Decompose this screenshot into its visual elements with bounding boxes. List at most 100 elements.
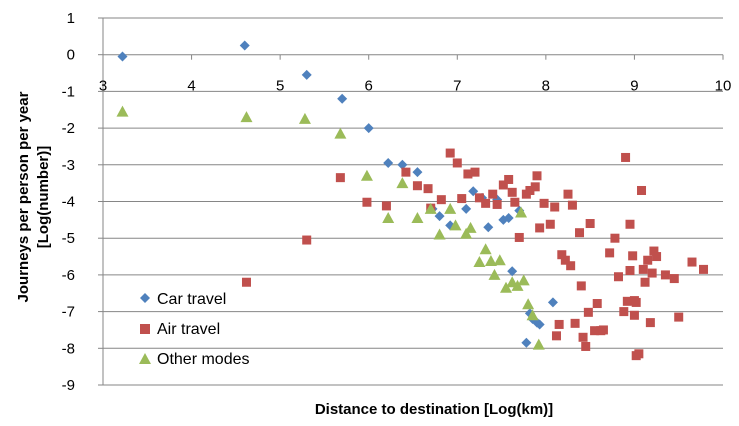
point-air-travel <box>381 201 391 211</box>
point-other-modes <box>116 105 129 117</box>
point-air-travel <box>507 187 517 197</box>
point-air-travel <box>647 268 657 278</box>
point-car-travel <box>547 297 558 308</box>
point-car-travel <box>363 123 374 134</box>
point-other-modes <box>493 254 506 266</box>
point-other-modes <box>515 206 528 218</box>
point-air-travel <box>590 326 600 336</box>
point-air-travel <box>622 296 632 306</box>
point-air-travel <box>631 297 641 307</box>
x-tick-label: 10 <box>715 78 732 95</box>
point-air-travel <box>687 257 697 267</box>
y-tick-label: -1 <box>62 83 75 100</box>
point-air-travel <box>625 265 635 275</box>
point-air-travel <box>498 180 508 190</box>
y-tick-label: -2 <box>62 120 75 137</box>
point-air-travel <box>560 255 570 265</box>
point-other-modes <box>360 169 373 181</box>
point-other-modes <box>334 127 347 139</box>
point-car-travel <box>301 69 312 80</box>
point-air-travel <box>470 167 480 177</box>
point-air-travel <box>401 167 411 177</box>
point-other-modes <box>479 243 492 255</box>
legend-marker-other-modes <box>139 353 151 364</box>
point-car-travel <box>461 203 472 214</box>
point-air-travel <box>638 264 648 274</box>
point-other-modes <box>484 254 497 266</box>
legend-label-other-modes: Other modes <box>157 351 249 368</box>
axes <box>98 17 724 386</box>
point-air-travel <box>625 219 635 229</box>
point-air-travel <box>302 235 312 245</box>
point-other-modes <box>522 298 535 310</box>
point-air-travel <box>649 246 659 256</box>
x-tick-label: 8 <box>542 78 550 95</box>
point-air-travel <box>567 200 577 210</box>
point-other-modes <box>511 279 524 291</box>
point-air-travel <box>598 325 608 335</box>
point-air-travel <box>554 319 564 329</box>
point-air-travel <box>551 331 561 341</box>
y-tick-label: -8 <box>62 340 75 357</box>
point-air-travel <box>652 252 662 262</box>
point-other-modes <box>444 202 457 214</box>
x-tick-label: 5 <box>276 78 284 95</box>
point-other-modes <box>526 309 539 321</box>
point-other-modes <box>464 221 477 233</box>
point-air-travel <box>492 199 502 209</box>
point-air-travel <box>532 171 542 181</box>
point-air-travel <box>452 158 462 168</box>
x-tick-label: 7 <box>453 78 461 95</box>
point-air-travel <box>488 189 498 199</box>
point-air-travel <box>423 184 433 194</box>
point-air-travel <box>481 198 491 208</box>
point-air-travel <box>634 349 644 359</box>
point-car-travel <box>503 213 514 224</box>
gridlines <box>103 17 723 386</box>
y-tick-label: -4 <box>62 194 75 211</box>
point-air-travel <box>637 185 647 195</box>
point-air-travel <box>578 332 588 342</box>
point-air-travel <box>621 152 631 162</box>
point-car-travel <box>383 157 394 168</box>
point-air-travel <box>412 181 422 191</box>
x-tick-label: 4 <box>187 78 195 95</box>
point-air-travel <box>570 318 580 328</box>
point-air-travel <box>241 277 251 287</box>
point-car-travel <box>412 167 423 178</box>
data-points <box>116 40 709 361</box>
point-other-modes <box>500 281 512 293</box>
point-air-travel <box>674 312 684 322</box>
point-air-travel <box>535 223 545 233</box>
point-air-travel <box>514 232 524 242</box>
point-air-travel <box>525 185 535 195</box>
point-air-travel <box>619 307 629 317</box>
legend-item-car-travel: Car travel <box>140 291 226 308</box>
legend-marker-air-travel <box>140 324 150 334</box>
point-car-travel <box>397 159 408 170</box>
point-other-modes <box>488 268 501 280</box>
legend-label-car-travel: Car travel <box>157 291 226 308</box>
point-car-travel <box>434 211 445 222</box>
legend-label-air-travel: Air travel <box>157 321 220 338</box>
point-air-travel <box>640 277 650 287</box>
point-air-travel <box>575 228 585 238</box>
point-other-modes <box>532 338 545 350</box>
point-air-travel <box>539 198 549 208</box>
point-air-travel <box>581 341 591 351</box>
point-car-travel <box>117 51 128 62</box>
point-air-travel <box>645 318 655 328</box>
point-air-travel <box>557 250 567 260</box>
point-other-modes <box>298 112 311 124</box>
point-other-modes <box>411 212 424 224</box>
legend-marker-car-travel <box>140 293 150 303</box>
point-air-travel <box>457 194 467 204</box>
point-car-travel <box>337 93 348 104</box>
point-air-travel <box>628 251 638 261</box>
point-other-modes <box>460 227 473 239</box>
point-air-travel <box>563 189 573 199</box>
point-air-travel <box>530 182 540 192</box>
y-tick-label: 0 <box>67 47 75 64</box>
